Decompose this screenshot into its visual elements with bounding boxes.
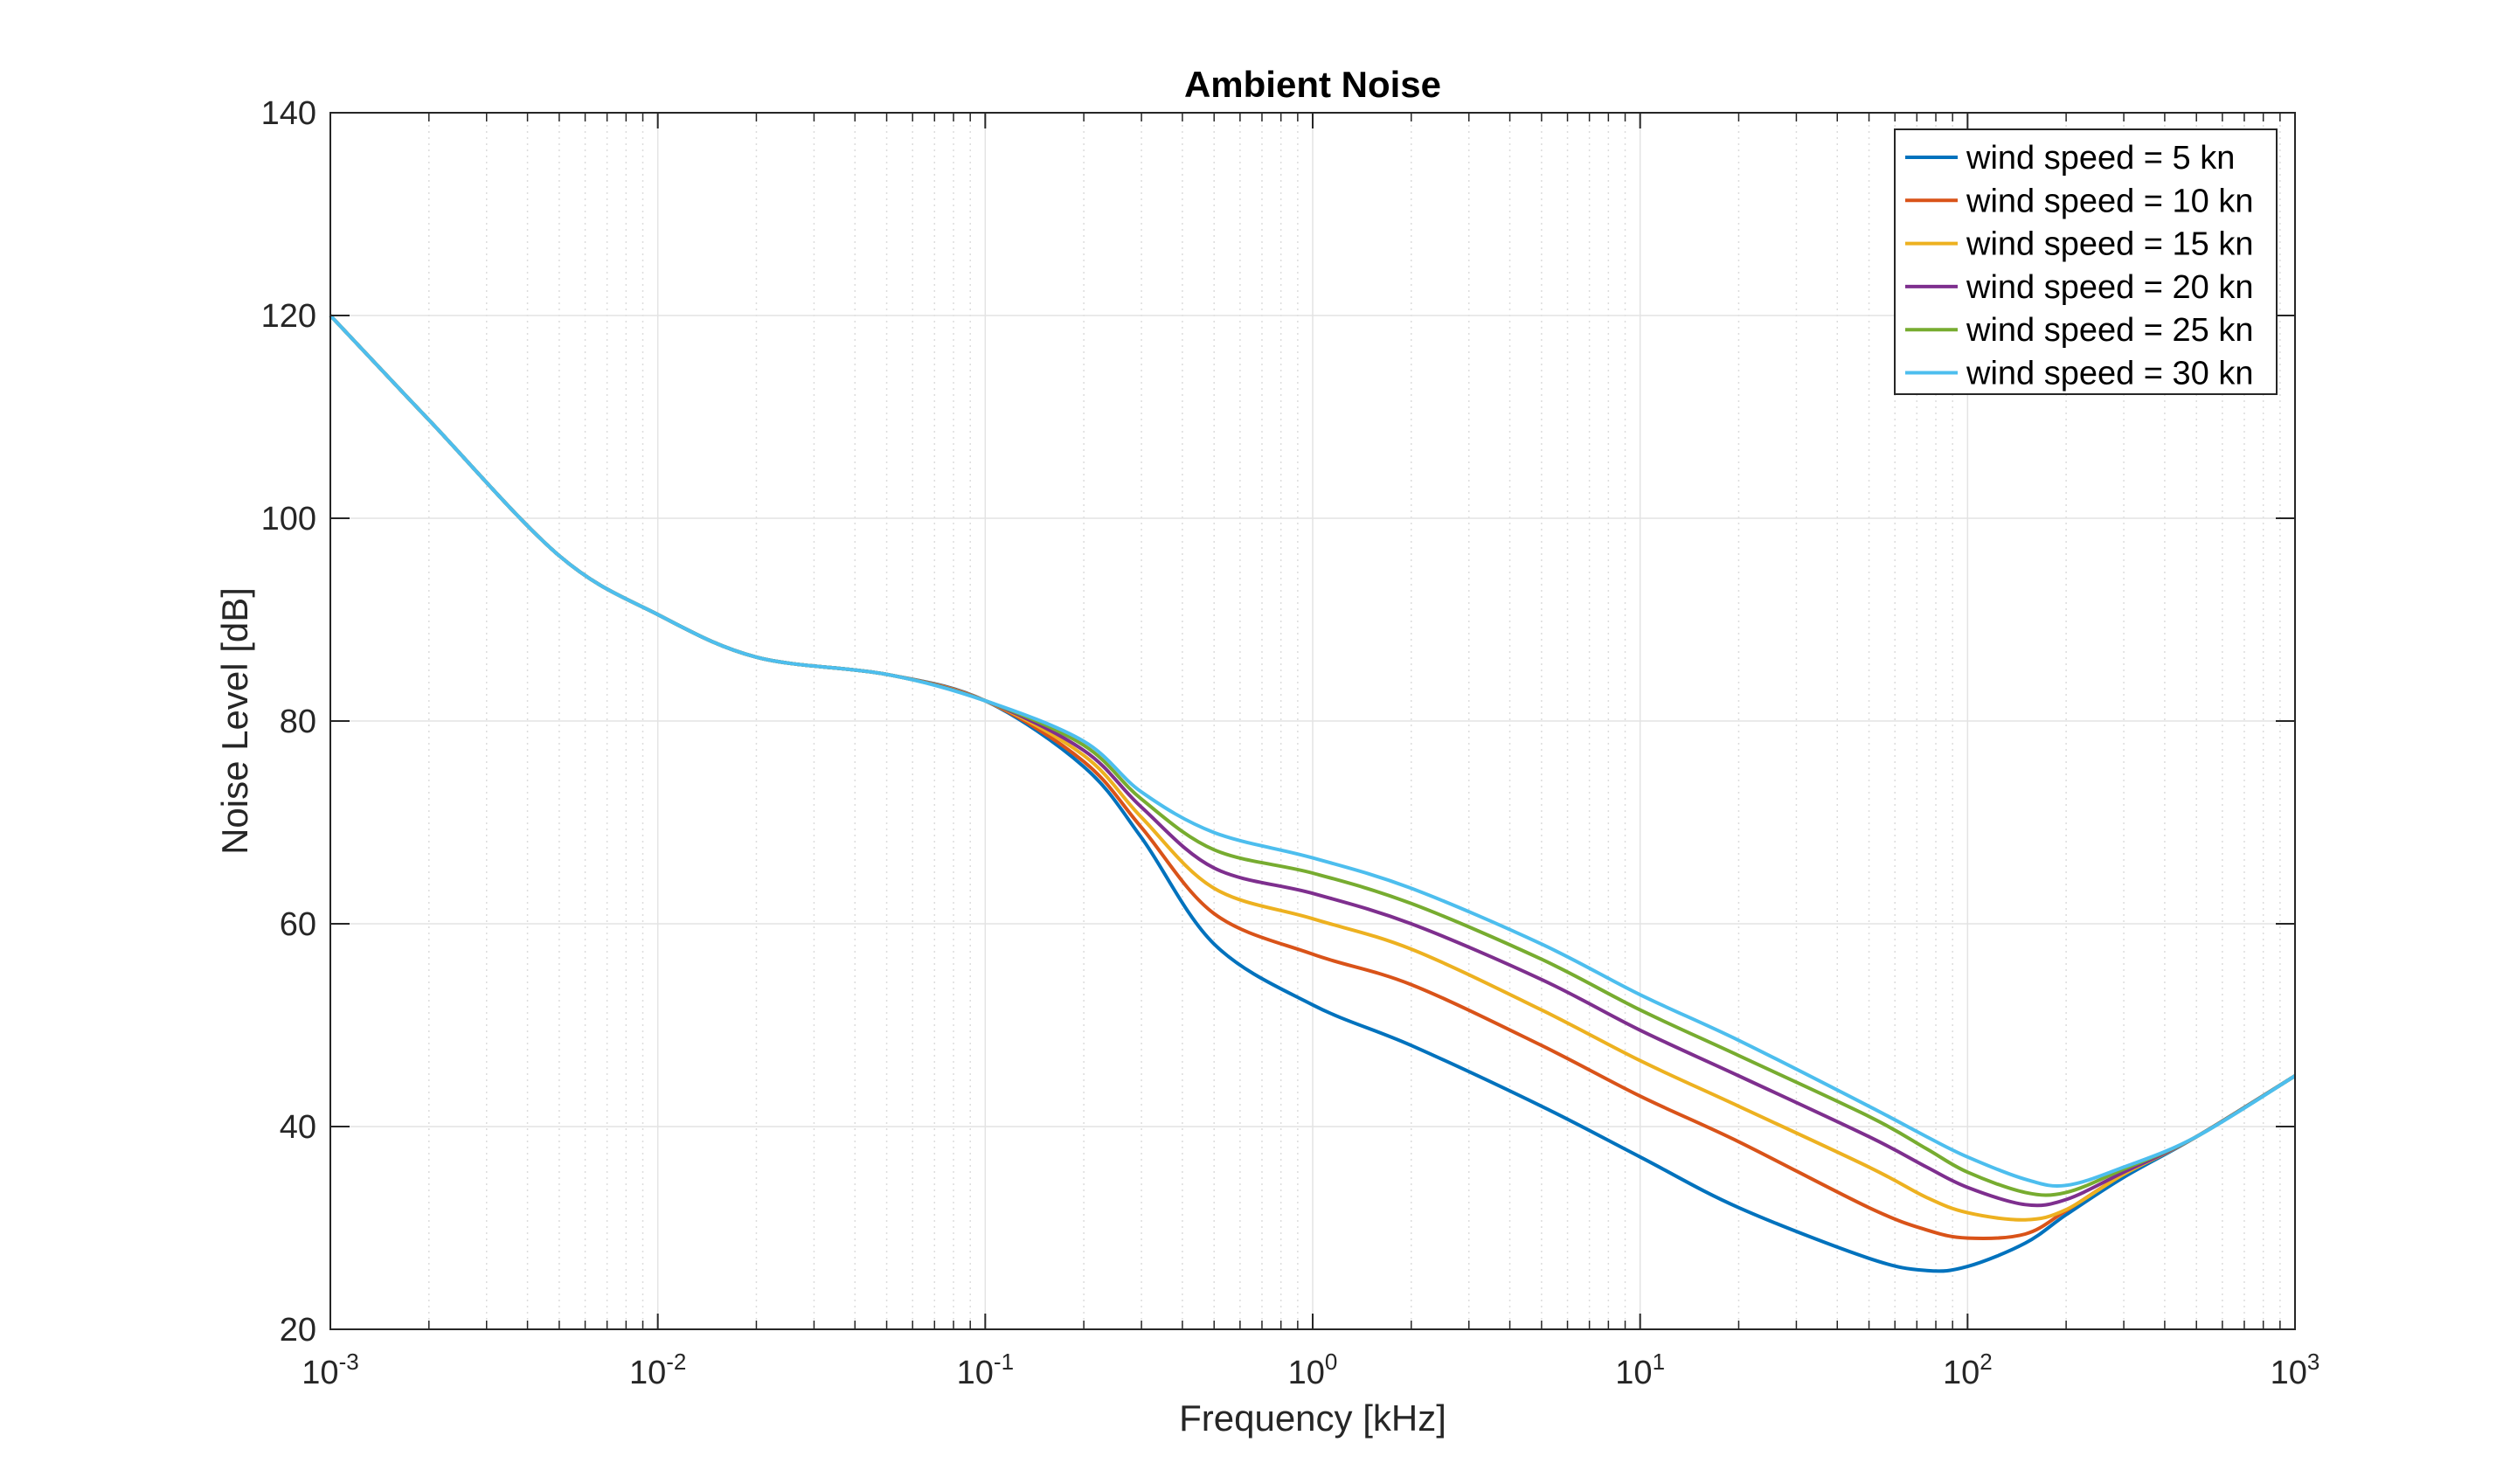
x-tick-label: 10-3	[302, 1349, 358, 1391]
ticks: 10-3 10-2 10-1 100 101 102 103 20 40 60 80 100 120 14…	[261, 95, 2320, 1391]
series-lines	[329, 314, 2297, 1273]
x-tick-label: 103	[2271, 1349, 2320, 1391]
y-tick-label: 20	[280, 1312, 316, 1349]
y-tick-label: 40	[280, 1109, 316, 1146]
legend-label-4: wind speed = 20 kn	[1966, 269, 2254, 306]
x-tick-label: 100	[1288, 1349, 1338, 1391]
y-tick-label: 120	[261, 298, 316, 335]
legend-box	[1894, 128, 2278, 395]
legend: wind speed = 5 kn wind speed = 10 kn wind …	[1894, 128, 2278, 395]
x-tick-label: 10-2	[629, 1349, 686, 1391]
y-tick-label: 100	[261, 501, 316, 537]
y-axis-label: Noise Level [dB]	[214, 587, 255, 855]
legend-label-5: wind speed = 25 kn	[1966, 312, 2254, 349]
series-line-6	[329, 314, 2297, 1188]
legend-label-3: wind speed = 15 kn	[1966, 226, 2254, 263]
y-tick-label: 60	[280, 906, 316, 943]
legend-label-6: wind speed = 30 kn	[1966, 356, 2254, 392]
x-tick-label: 102	[1943, 1349, 1993, 1391]
x-tick-label: 101	[1615, 1349, 1665, 1391]
chart-title: Ambient Noise	[1184, 64, 1441, 105]
x-axis-label: Frequency [kHz]	[1179, 1397, 1446, 1439]
y-tick-label: 140	[261, 95, 316, 132]
legend-label-2: wind speed = 10 kn	[1966, 183, 2254, 219]
y-tick-label: 80	[280, 704, 316, 740]
legend-label-1: wind speed = 5 kn	[1966, 140, 2235, 177]
x-tick-label: 10-1	[957, 1349, 1014, 1391]
